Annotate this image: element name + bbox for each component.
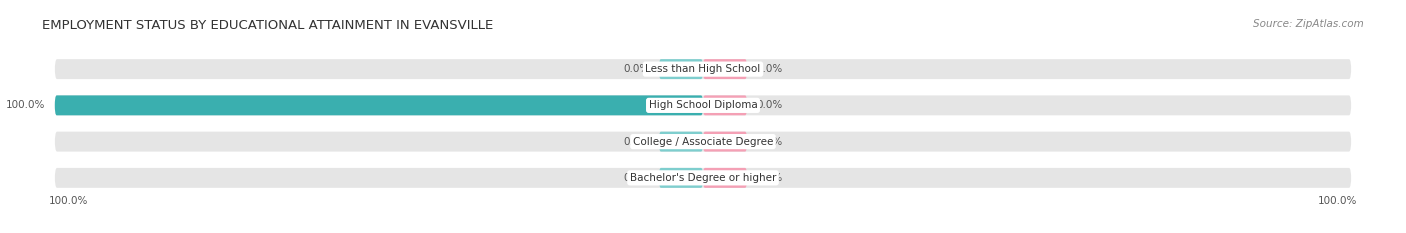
Text: Bachelor's Degree or higher: Bachelor's Degree or higher	[630, 173, 776, 183]
Text: 100.0%: 100.0%	[1319, 196, 1358, 206]
Legend: In Labor Force, Unemployed: In Labor Force, Unemployed	[600, 232, 806, 233]
FancyBboxPatch shape	[659, 132, 703, 152]
FancyBboxPatch shape	[55, 168, 1351, 188]
Text: 0.0%: 0.0%	[756, 64, 783, 74]
FancyBboxPatch shape	[55, 132, 1351, 152]
FancyBboxPatch shape	[55, 59, 1351, 79]
Text: 0.0%: 0.0%	[623, 173, 650, 183]
Text: EMPLOYMENT STATUS BY EDUCATIONAL ATTAINMENT IN EVANSVILLE: EMPLOYMENT STATUS BY EDUCATIONAL ATTAINM…	[42, 19, 494, 32]
Text: 0.0%: 0.0%	[756, 137, 783, 147]
Text: High School Diploma: High School Diploma	[648, 100, 758, 110]
FancyBboxPatch shape	[55, 95, 1351, 115]
FancyBboxPatch shape	[703, 168, 747, 188]
Text: Source: ZipAtlas.com: Source: ZipAtlas.com	[1253, 19, 1364, 29]
Text: 0.0%: 0.0%	[756, 100, 783, 110]
Text: 100.0%: 100.0%	[48, 196, 87, 206]
Text: 100.0%: 100.0%	[6, 100, 45, 110]
Text: 0.0%: 0.0%	[756, 173, 783, 183]
FancyBboxPatch shape	[703, 132, 747, 152]
FancyBboxPatch shape	[703, 59, 747, 79]
FancyBboxPatch shape	[55, 95, 703, 115]
Text: Less than High School: Less than High School	[645, 64, 761, 74]
Text: 0.0%: 0.0%	[623, 64, 650, 74]
FancyBboxPatch shape	[659, 168, 703, 188]
FancyBboxPatch shape	[703, 95, 747, 115]
FancyBboxPatch shape	[659, 59, 703, 79]
Text: College / Associate Degree: College / Associate Degree	[633, 137, 773, 147]
Text: 0.0%: 0.0%	[623, 137, 650, 147]
